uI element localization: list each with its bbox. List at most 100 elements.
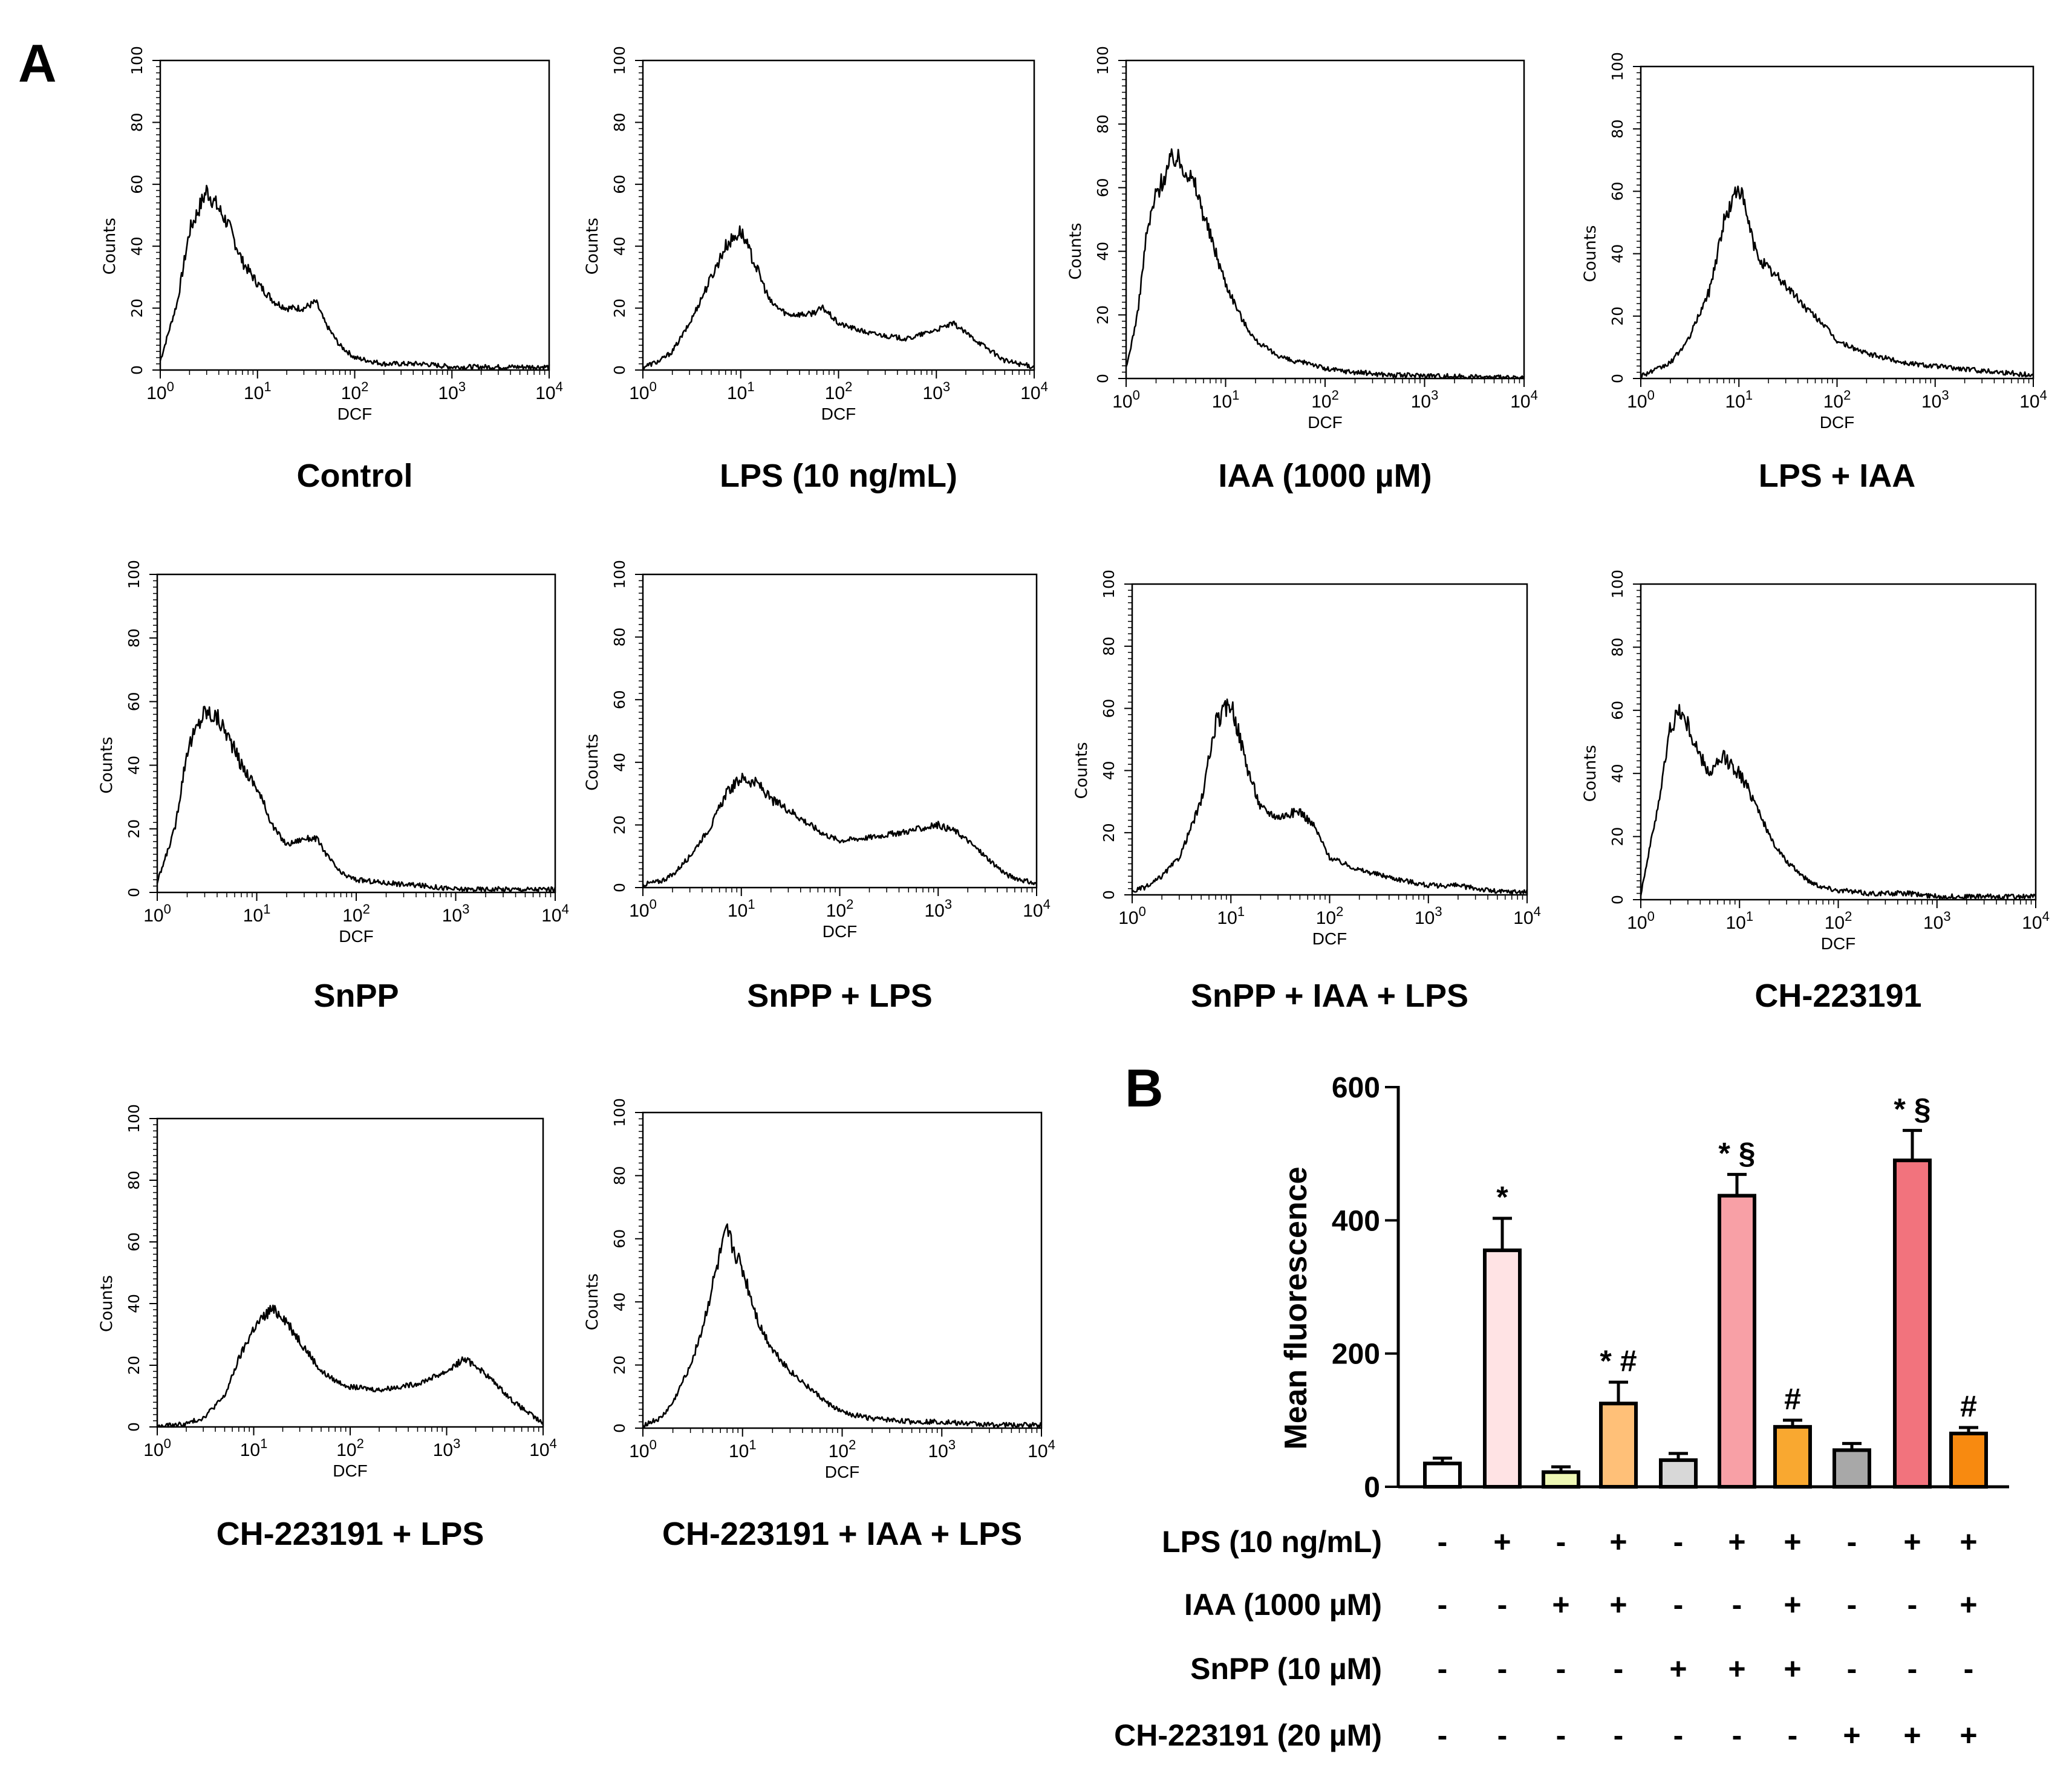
condition-mark: - — [1438, 1652, 1448, 1686]
hist-control-histogram-line — [159, 184, 550, 371]
condition-mark: - — [1556, 1718, 1566, 1752]
hist-snpp-xtick-label: 100 — [143, 901, 171, 926]
hist-snpp-xtick-label: 104 — [541, 901, 569, 926]
hist-ch-223191-lps-frame — [156, 1117, 544, 1428]
hist-iaa-1000-m-xtick-label: 100 — [1112, 388, 1140, 412]
condition-mark: + — [1609, 1588, 1627, 1622]
condition-mark: - — [1497, 1718, 1508, 1752]
condition-mark: - — [1438, 1718, 1448, 1752]
hist-lps-iaa-xtick-label: 102 — [1823, 388, 1851, 412]
bar-2 — [1483, 1248, 1522, 1489]
hist-control-frame — [159, 59, 550, 371]
condition-mark: - — [1732, 1718, 1742, 1752]
hist-ch-223191-xtick-label: 101 — [1725, 909, 1753, 933]
hist-ch-223191-iaa-lps-frame — [642, 1111, 1043, 1429]
hist-lps-iaa-xtick-label: 100 — [1627, 388, 1655, 412]
hist-ch-223191-lps-xtick-label: 101 — [240, 1436, 268, 1460]
hist-ch-223191-lps-panel: 0 20 40 60 80 100 Counts 100 101 102 103 104 DCF CH-2… — [97, 1104, 557, 1552]
hist-snpp-iaa-lps-title: SnPP + IAA + LPS — [1191, 978, 1468, 1014]
condition-label-snpp-10-m: SnPP (10 µM) — [1190, 1652, 1382, 1686]
hist-iaa-1000-m-panel: 0 20 40 60 80 100 Counts 100 101 102 103 104 DCF IAA … — [1066, 46, 1538, 494]
hist-ch-223191-ytick-label: 80 — [1609, 637, 1626, 657]
condition-mark: - — [1907, 1588, 1918, 1622]
hist-ch-223191-iaa-lps-ytick-label: 60 — [611, 1229, 628, 1249]
hist-control-ytick-label: 0 — [128, 365, 146, 375]
hist-lps-iaa-ytick-label: 100 — [1609, 52, 1626, 81]
hist-ch-223191-xtick-label: 102 — [1825, 909, 1852, 933]
bar-ytick-label: 400 — [1332, 1205, 1380, 1237]
bar-ytick-label: 600 — [1332, 1072, 1380, 1104]
hist-ch-223191-lps-ytick-label: 0 — [125, 1422, 143, 1432]
bar-9 — [1893, 1158, 1932, 1489]
hist-snpp-ytick-label: 40 — [125, 756, 143, 775]
condition-mark: + — [1903, 1525, 1921, 1559]
condition-mark: - — [1497, 1652, 1508, 1686]
hist-ch-223191-ytick-label: 60 — [1609, 701, 1626, 720]
hist-lps-10-ng-ml-ytick-label: 0 — [611, 365, 628, 375]
hist-snpp-iaa-lps-xtick-label: 104 — [1513, 904, 1541, 928]
hist-snpp-iaa-lps-xlabel: DCF — [1312, 929, 1347, 948]
hist-ch-223191-lps-xlabel: DCF — [333, 1461, 368, 1480]
hist-ch-223191-lps-ytick-label: 100 — [125, 1104, 143, 1133]
condition-mark: - — [1788, 1718, 1798, 1752]
hist-ch-223191-xtick-label: 104 — [2022, 909, 2050, 933]
hist-control-xtick-label: 102 — [341, 379, 369, 403]
panel-b-letter: B — [1125, 1058, 1164, 1118]
hist-lps-10-ng-ml-ytick-label: 80 — [611, 112, 628, 132]
hist-lps-10-ng-ml-xlabel: DCF — [821, 404, 856, 423]
hist-snpp-ytick-label: 20 — [125, 819, 143, 839]
hist-snpp-lps-ytick-label: 80 — [611, 628, 628, 647]
hist-lps-iaa-histogram-line — [1640, 185, 2035, 378]
hist-lps-10-ng-ml-xtick-label: 102 — [825, 379, 853, 403]
hist-snpp-iaa-lps-ytick-label: 40 — [1100, 761, 1118, 780]
hist-snpp-frame — [156, 573, 556, 894]
condition-mark: - — [1556, 1525, 1566, 1559]
hist-control-xtick-label: 104 — [535, 379, 563, 403]
hist-snpp-iaa-lps-panel: 0 20 40 60 80 100 Counts 100 101 102 103 104 DCF SnPP… — [1072, 570, 1541, 1014]
hist-ch-223191-ytick-label: 0 — [1609, 895, 1626, 905]
bar-chart-panel: 0 200 400 600 Mean fluorescence * * # * § # * § # L… — [1114, 1072, 2009, 1752]
hist-control-xtick-label: 101 — [244, 379, 272, 403]
condition-mark: - — [1847, 1525, 1857, 1559]
hist-control-panel: 0 20 40 60 80 100 Counts 100 101 102 103 104 DCF Cont… — [100, 46, 563, 494]
bar-ytick-label: 0 — [1364, 1472, 1380, 1504]
hist-lps-10-ng-ml-xtick-label: 104 — [1020, 379, 1048, 403]
hist-snpp-ytick-label: 60 — [125, 692, 143, 711]
hist-ch-223191-lps-ytick-label: 40 — [125, 1294, 143, 1313]
hist-control-title: Control — [297, 458, 413, 494]
hist-ch-223191-histogram-line — [1640, 704, 2037, 900]
bar-5 — [1659, 1458, 1698, 1489]
condition-mark: - — [1556, 1652, 1566, 1686]
hist-iaa-1000-m-ytick-label: 60 — [1094, 178, 1112, 197]
hist-lps-iaa-xtick-label: 104 — [2019, 388, 2047, 412]
hist-lps-iaa-title: LPS + IAA — [1759, 458, 1916, 494]
hist-ch-223191-iaa-lps-histogram-line — [642, 1223, 1043, 1428]
hist-ch-223191-lps-ytick-label: 80 — [125, 1171, 143, 1190]
hist-snpp-histogram-line — [156, 706, 556, 893]
bar-significance-label: # — [1960, 1389, 1977, 1423]
condition-label-iaa-1000-m: IAA (1000 µM) — [1184, 1588, 1382, 1622]
hist-snpp-lps-xtick-label: 101 — [728, 897, 755, 921]
hist-ch-223191-iaa-lps-xtick-label: 101 — [729, 1437, 757, 1461]
condition-mark: - — [1907, 1652, 1918, 1686]
condition-label-ch-223191-20-m: CH-223191 (20 µM) — [1114, 1718, 1382, 1752]
condition-mark: - — [1614, 1718, 1624, 1752]
hist-iaa-1000-m-ytick-label: 0 — [1094, 374, 1112, 383]
hist-ch-223191-ytick-label: 40 — [1609, 764, 1626, 783]
hist-control-ytick-label: 80 — [128, 112, 146, 132]
hist-snpp-xlabel: DCF — [339, 927, 374, 946]
hist-snpp-ytick-label: 100 — [125, 560, 143, 589]
hist-snpp-xtick-label: 103 — [442, 901, 470, 926]
hist-iaa-1000-m-ytick-label: 100 — [1094, 46, 1112, 75]
hist-lps-10-ng-ml-xtick-label: 103 — [922, 379, 950, 403]
hist-control-ytick-label: 60 — [128, 175, 146, 194]
bar-significance-label: * — [1496, 1180, 1508, 1214]
hist-lps-10-ng-ml-xtick-label: 101 — [727, 379, 755, 403]
hist-lps-iaa-ylabel: Counts — [1581, 225, 1600, 282]
hist-iaa-1000-m-xtick-label: 103 — [1411, 388, 1439, 412]
hist-snpp-iaa-lps-xtick-label: 103 — [1415, 904, 1442, 928]
hist-snpp-xtick-label: 102 — [342, 901, 370, 926]
condition-mark: + — [1960, 1718, 1977, 1752]
condition-mark: - — [1732, 1588, 1742, 1622]
hist-iaa-1000-m-xtick-label: 102 — [1311, 388, 1339, 412]
